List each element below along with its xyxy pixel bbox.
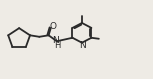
Text: N: N [79,41,86,50]
Text: H: H [54,41,60,50]
Text: N: N [52,36,59,45]
Text: O: O [49,22,56,31]
